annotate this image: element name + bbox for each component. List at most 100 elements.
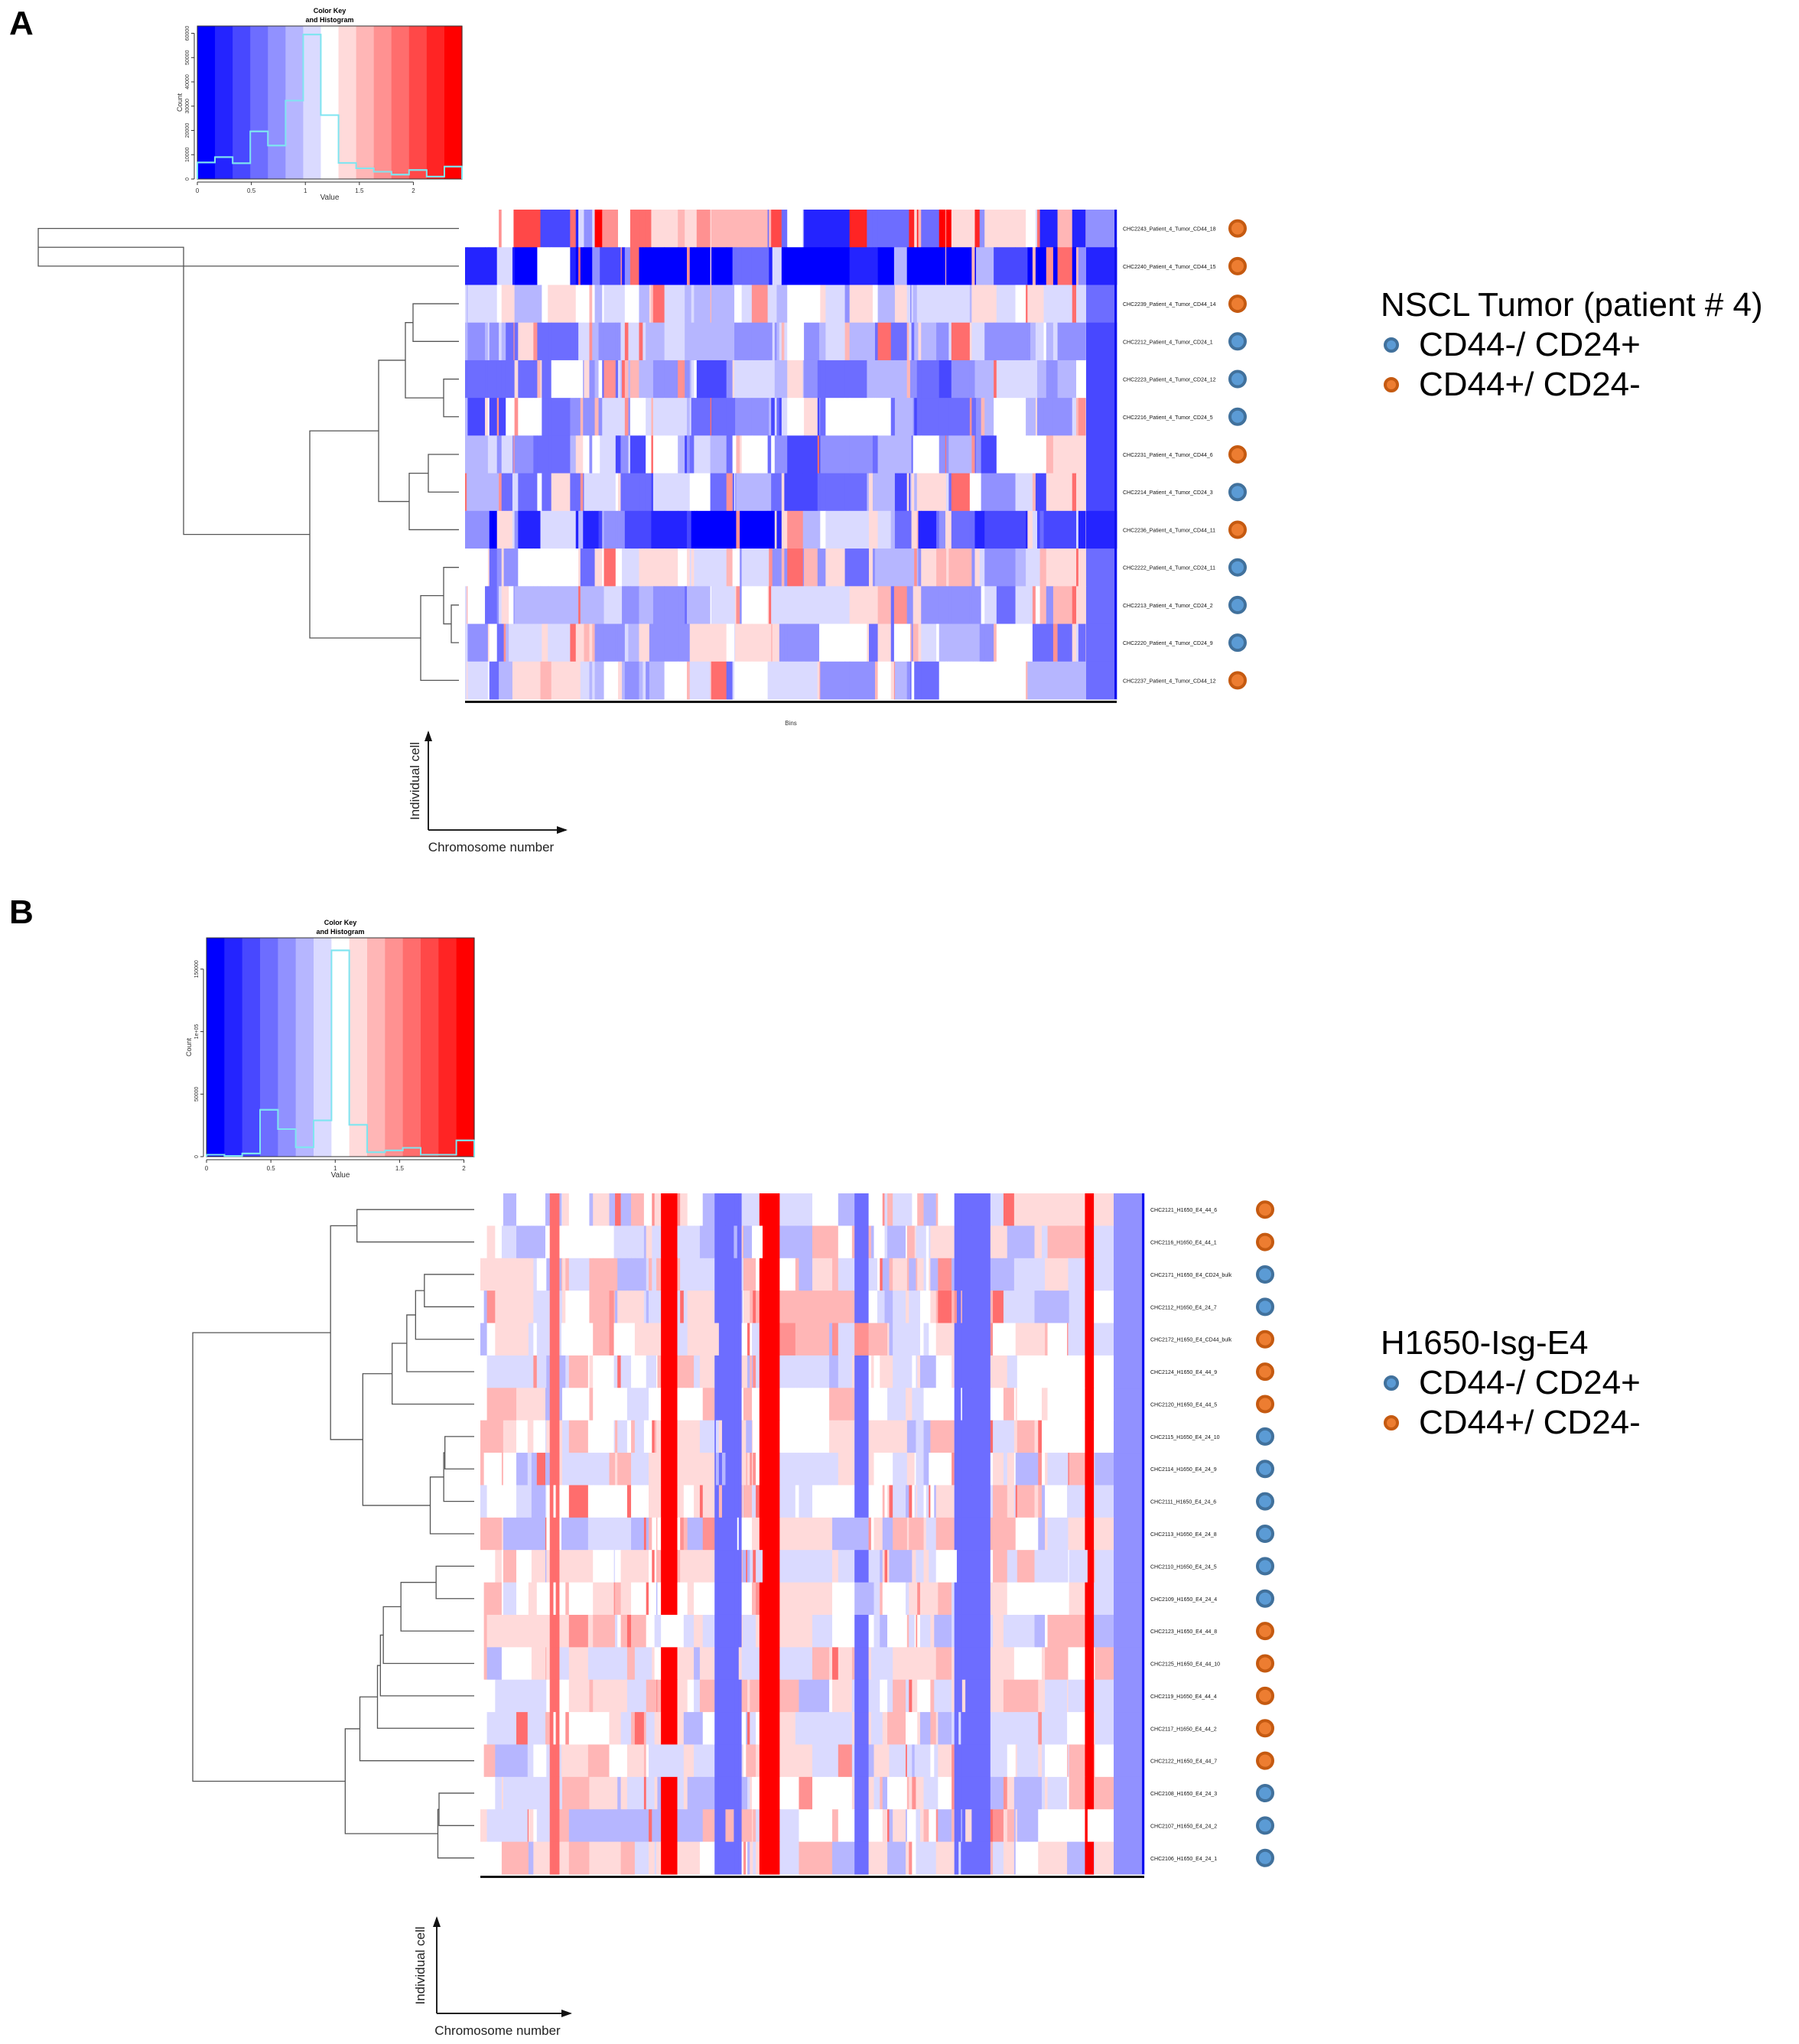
heatmap-cell [609,1291,615,1324]
row-label: CHC2213_Patient_4_Tumor_CD24_2 [1123,604,1213,609]
heatmap-cell [784,322,788,361]
heatmap-cell [742,1193,744,1226]
heatmap-cell [877,1388,880,1421]
heatmap-cell [971,1647,991,1681]
heatmap-cell [759,1776,763,1810]
heatmap-cell [851,1550,855,1583]
heatmap-cell [613,1225,616,1259]
heatmap-cell [893,1744,906,1778]
heatmap-cell [626,1647,632,1681]
x-tick-label: 2 [412,187,415,194]
heatmap-cell [851,1679,855,1713]
heatmap-cell [496,285,499,324]
heatmap-cell [715,1582,720,1616]
heatmap-cell [652,1582,656,1616]
heatmap-cell [561,1776,563,1810]
heatmap-cell [1114,1355,1145,1388]
row-label: CHC2220_Patient_4_Tumor_CD24_9 [1123,641,1213,646]
heatmap-cell [512,360,514,399]
heatmap-cell [631,1809,636,1843]
heatmap-cell [561,1355,563,1388]
heatmap-cell [615,1744,618,1778]
heatmap-cell [642,322,646,361]
heatmap-cell [965,1809,972,1843]
heatmap-cell [725,1647,734,1681]
heatmap-cell [747,1809,750,1843]
heatmap-cell [609,1193,615,1226]
heatmap-cell [503,1193,517,1226]
heatmap-cell [546,1388,551,1421]
heatmap-cell [654,1193,657,1226]
heatmap-cell [1045,1453,1049,1486]
heatmap-cell [921,473,937,512]
heatmap-cell [873,1193,878,1226]
heatmap-cell [615,1258,618,1291]
heatmap-cell [622,210,626,248]
heatmap-cell [587,1614,590,1648]
heatmap-cell [710,435,712,474]
heatmap-cell [620,435,623,474]
heatmap-cell [916,247,919,285]
heatmap-cell [559,1420,562,1453]
heatmap-cell [501,1420,504,1453]
heatmap-cell [1085,1841,1088,1875]
heatmap-cell [1114,1582,1145,1616]
heatmap-cell [615,1776,618,1810]
heatmap-cell [804,435,818,474]
heatmap-cell [501,1841,504,1875]
heatmap-cell [969,285,972,324]
heatmap-cell [961,1647,963,1681]
heatmap-cell [1095,1582,1114,1616]
dendrogram-branch [405,322,444,399]
heatmap-cell [1045,1355,1049,1388]
heatmap-cell [946,398,949,436]
heatmap-cell [615,360,619,399]
heatmap-cell [926,1388,929,1421]
heatmap-cell [734,1291,738,1324]
heatmap-cell [965,1258,972,1291]
heatmap-cell [759,1453,763,1486]
heatmap-cell [779,1355,796,1388]
heatmap-cell [939,473,946,512]
heatmap-cell [774,360,777,399]
heatmap-cell [562,1517,566,1551]
heatmap-cell [714,1453,717,1486]
heatmap-cell [528,1388,532,1421]
heatmap-cell [930,1776,935,1810]
heatmap-cell [615,1355,618,1388]
heatmap-cell [772,322,776,361]
heatmap-cell [680,1388,685,1421]
heatmap-cell [742,1485,744,1518]
heatmap-cell [639,360,643,399]
heatmap-cell [652,210,665,248]
heatmap-cell [877,1809,880,1843]
heatmap-cell [829,1291,833,1324]
heatmap-cell [1057,548,1073,587]
heatmap-cell [820,398,826,436]
heatmap-cell [1035,435,1038,474]
heatmap-cell [974,398,977,436]
heatmap-cell [495,1614,503,1648]
heatmap-cell [589,435,593,474]
heatmap-cell [1015,1841,1018,1875]
heatmap-cell [1003,1420,1008,1453]
heatmap-cell [767,510,769,549]
heatmap-cell [1039,586,1045,625]
heatmap-cell [974,623,977,662]
heatmap-cell [1015,473,1026,512]
heatmap-cell [1043,360,1047,399]
heatmap-cell [1087,1614,1095,1648]
heatmap-cell [561,1647,563,1681]
heatmap-cell [951,548,971,587]
heatmap-cell [609,1647,615,1681]
heatmap-cell [561,1485,563,1518]
heatmap-cell [651,285,654,324]
heatmap-cell [503,1225,517,1259]
heatmap-cell [812,1291,830,1324]
heatmap-cell [1114,1614,1145,1648]
heatmap-cell [781,247,785,285]
heatmap-cell [480,1614,485,1648]
heatmap-cell [1038,1614,1043,1648]
heatmap-cell [890,661,895,700]
heatmap-cell [546,1647,551,1681]
